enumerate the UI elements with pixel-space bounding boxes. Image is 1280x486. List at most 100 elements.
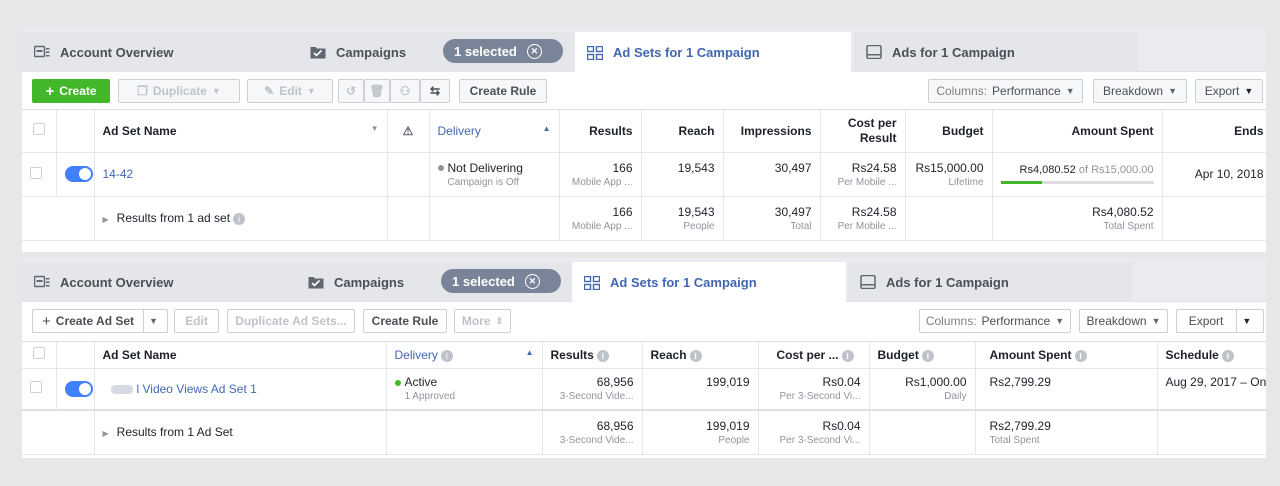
- breakdown-dropdown[interactable]: Breakdown ▼: [1079, 309, 1168, 333]
- row-select-cell[interactable]: [22, 152, 57, 197]
- table-row[interactable]: l Video Views Ad Set 1 Active 1 Approved …: [22, 368, 1266, 411]
- col-delivery[interactable]: Delivery i ▲: [386, 342, 543, 369]
- pencil-icon: ✎: [264, 84, 275, 98]
- col-amount-spent[interactable]: Amount Spent: [992, 110, 1163, 153]
- delivery-text: Active: [404, 375, 438, 390]
- info-icon[interactable]: i: [596, 349, 609, 362]
- create-rule-button[interactable]: Create Rule: [363, 309, 447, 333]
- info-icon[interactable]: i: [921, 349, 934, 362]
- col-reach[interactable]: Reach: [641, 110, 724, 153]
- col-budget[interactable]: Budget: [905, 110, 993, 153]
- summary-results-sub: 3-Second Vide...: [559, 434, 634, 446]
- tab-account-overview[interactable]: Account Overview: [22, 32, 302, 72]
- ad-set-name-link[interactable]: 14-42: [94, 152, 388, 197]
- col-impressions[interactable]: Impressions: [723, 110, 821, 153]
- col-results[interactable]: Results i: [542, 342, 643, 369]
- col-amount-spent[interactable]: Amount Spent i: [975, 342, 1158, 369]
- col-cost-per[interactable]: Cost per ... i: [758, 342, 870, 369]
- reach-cell: 19,543: [641, 152, 724, 197]
- expand-triangle-icon[interactable]: ▶: [102, 429, 109, 439]
- selected-pill[interactable]: 1 selected ✕: [443, 39, 563, 63]
- chevron-down-icon[interactable]: ▼: [149, 316, 158, 326]
- summary-reach: 199,019: [706, 418, 750, 433]
- duplicate-ad-sets-button[interactable]: Duplicate Ad Sets...: [227, 309, 355, 333]
- create-ad-set-label: Create Ad Set: [55, 314, 135, 328]
- info-icon[interactable]: i: [440, 349, 453, 362]
- columns-dropdown[interactable]: Columns: Performance ▼: [919, 309, 1071, 333]
- tab-ad-sets[interactable]: Ad Sets for 1 Campaign: [575, 32, 851, 73]
- select-all-cell[interactable]: [22, 110, 57, 153]
- summary-spent: Rs2,799.29: [989, 418, 1051, 433]
- col-results[interactable]: Results: [559, 110, 642, 153]
- info-icon[interactable]: i: [233, 212, 246, 225]
- row-toggle-cell[interactable]: [56, 152, 95, 197]
- info-icon[interactable]: i: [841, 349, 854, 362]
- row-checkbox[interactable]: [30, 381, 42, 394]
- info-icon[interactable]: i: [1221, 349, 1234, 362]
- ad-set-toggle[interactable]: [64, 380, 93, 397]
- table-row[interactable]: 14-42 Not Delivering Campaign is Off 166 M…: [22, 152, 1266, 197]
- preview-icon[interactable]: ⇆: [420, 79, 450, 103]
- trash-icon[interactable]: 🗑: [364, 79, 390, 103]
- tab-ad-sets[interactable]: Ad Sets for 1 Campaign: [572, 262, 846, 303]
- col-ends[interactable]: Ends: [1162, 110, 1266, 153]
- create-button[interactable]: + Create: [32, 79, 110, 103]
- header-label: Amount Spent: [989, 347, 1072, 362]
- export-dropdown[interactable]: Export ▼: [1176, 309, 1264, 333]
- results-cell: 166 Mobile App ...: [559, 152, 642, 197]
- export-dropdown[interactable]: Export ▼: [1195, 79, 1263, 103]
- summary-label-cell[interactable]: ▶ Results from 1 Ad Set: [94, 410, 387, 455]
- budget-cell[interactable]: Rs1,000.00 Daily: [869, 368, 976, 411]
- create-label: Create: [59, 84, 97, 98]
- chevron-down-icon: ▼: [1151, 316, 1161, 326]
- summary-results-cell: 68,956 3-Second Vide...: [542, 410, 643, 455]
- row-select-cell[interactable]: [22, 368, 57, 411]
- tab-label: Ad Sets for 1 Campaign: [613, 45, 760, 60]
- create-rule-button[interactable]: Create Rule: [459, 79, 547, 103]
- ad-set-toggle[interactable]: [64, 166, 93, 182]
- row-checkbox[interactable]: [30, 166, 42, 179]
- col-reach[interactable]: Reach i: [642, 342, 759, 369]
- chevron-down-icon[interactable]: ▼: [1242, 316, 1252, 326]
- delivery-cell: Active 1 Approved: [386, 368, 543, 411]
- tab-account-overview[interactable]: Account Overview: [22, 262, 302, 302]
- create-ad-set-button[interactable]: + Create Ad Set ▼: [32, 309, 168, 333]
- close-circle-icon[interactable]: ✕: [524, 273, 540, 289]
- ad-set-name-cell[interactable]: l Video Views Ad Set 1: [94, 368, 387, 411]
- budget-cell[interactable]: Rs15,000.00 Lifetime: [905, 152, 993, 197]
- select-all-cell[interactable]: [22, 342, 57, 369]
- tab-ads[interactable]: Ads for 1 Campaign: [854, 32, 1138, 72]
- col-cost-per-result[interactable]: Cost per Result: [820, 110, 906, 153]
- summary-row: ▶ Results from 1 ad set i 166 Mobile App ..…: [22, 196, 1266, 241]
- reach-cell: 199,019: [642, 368, 759, 411]
- ad-set-name-link[interactable]: l Video Views Ad Set 1: [136, 381, 257, 396]
- expand-triangle-icon[interactable]: ▶: [102, 215, 109, 224]
- edit-button[interactable]: ✎ Edit ▼: [247, 79, 333, 103]
- columns-dropdown[interactable]: Columns: Performance ▼: [928, 79, 1083, 103]
- col-delivery[interactable]: Delivery ▲: [429, 110, 560, 153]
- tab-label: Campaigns: [336, 44, 407, 60]
- select-all-checkbox[interactable]: [32, 347, 45, 360]
- edit-button[interactable]: Edit: [174, 309, 219, 333]
- info-icon[interactable]: i: [689, 349, 702, 362]
- edit-label: Edit: [185, 314, 208, 328]
- summary-reach: 19,543: [677, 204, 715, 219]
- info-icon[interactable]: i: [1074, 349, 1087, 362]
- select-all-checkbox[interactable]: [32, 123, 45, 136]
- undo-icon[interactable]: ↺: [338, 79, 364, 103]
- selected-pill[interactable]: 1 selected ✕: [441, 269, 561, 293]
- col-schedule[interactable]: Schedule i: [1157, 342, 1266, 369]
- budget-sub: Daily: [944, 391, 967, 403]
- duplicate-button[interactable]: ❐ Duplicate ▼: [118, 79, 240, 103]
- col-budget[interactable]: Budget i: [869, 342, 976, 369]
- more-button[interactable]: More ⇕: [454, 309, 511, 333]
- breakdown-dropdown[interactable]: Breakdown ▼: [1093, 79, 1187, 103]
- compare-icon[interactable]: ⚇: [390, 79, 420, 103]
- col-ad-set-name[interactable]: Ad Set Name: [94, 342, 387, 369]
- close-circle-icon[interactable]: ✕: [526, 43, 542, 59]
- summary-label-cell[interactable]: ▶ Results from 1 ad set i: [94, 196, 388, 241]
- tab-ads[interactable]: Ads for 1 Campaign: [848, 262, 1132, 302]
- results-sub: 3-Second Vide...: [559, 391, 634, 403]
- row-toggle-cell[interactable]: [56, 368, 95, 411]
- col-ad-set-name[interactable]: Ad Set Name ▼: [94, 110, 388, 153]
